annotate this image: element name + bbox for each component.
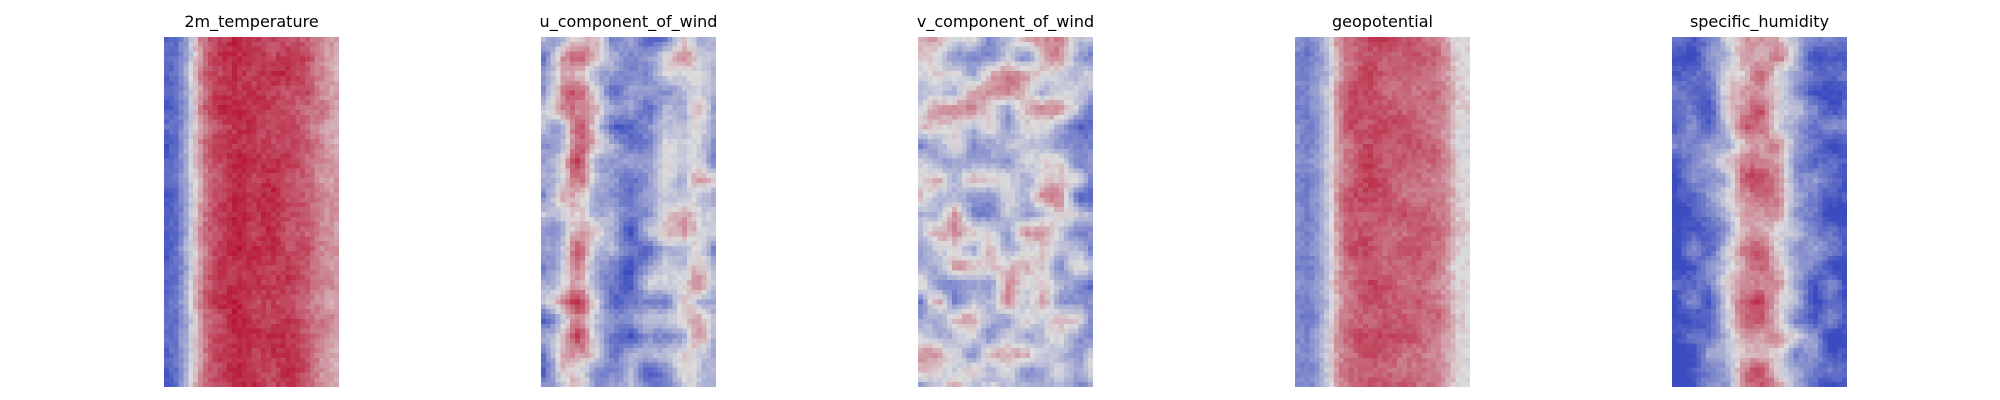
panel-u-component-of-wind: u_component_of_wind — [540, 0, 717, 400]
heatmap-v-component-of-wind — [918, 37, 1093, 387]
panel-specific-humidity: specific_humidity — [1672, 0, 1847, 400]
panel-title: 2m_temperature — [184, 12, 319, 31]
heatmap-u-component-of-wind — [541, 37, 716, 387]
heatmap-geopotential — [1295, 37, 1470, 387]
panel-geopotential: geopotential — [1295, 0, 1470, 400]
panel-title: u_component_of_wind — [539, 12, 718, 31]
panel-title: specific_humidity — [1689, 12, 1830, 31]
panel-title: v_component_of_wind — [916, 12, 1095, 31]
heatmap-specific-humidity — [1672, 37, 1847, 387]
panel-v-component-of-wind: v_component_of_wind — [917, 0, 1094, 400]
heatmap-2m-temperature — [164, 37, 339, 387]
panel-2m-temperature: 2m_temperature — [164, 0, 339, 400]
panel-title: geopotential — [1332, 12, 1433, 31]
